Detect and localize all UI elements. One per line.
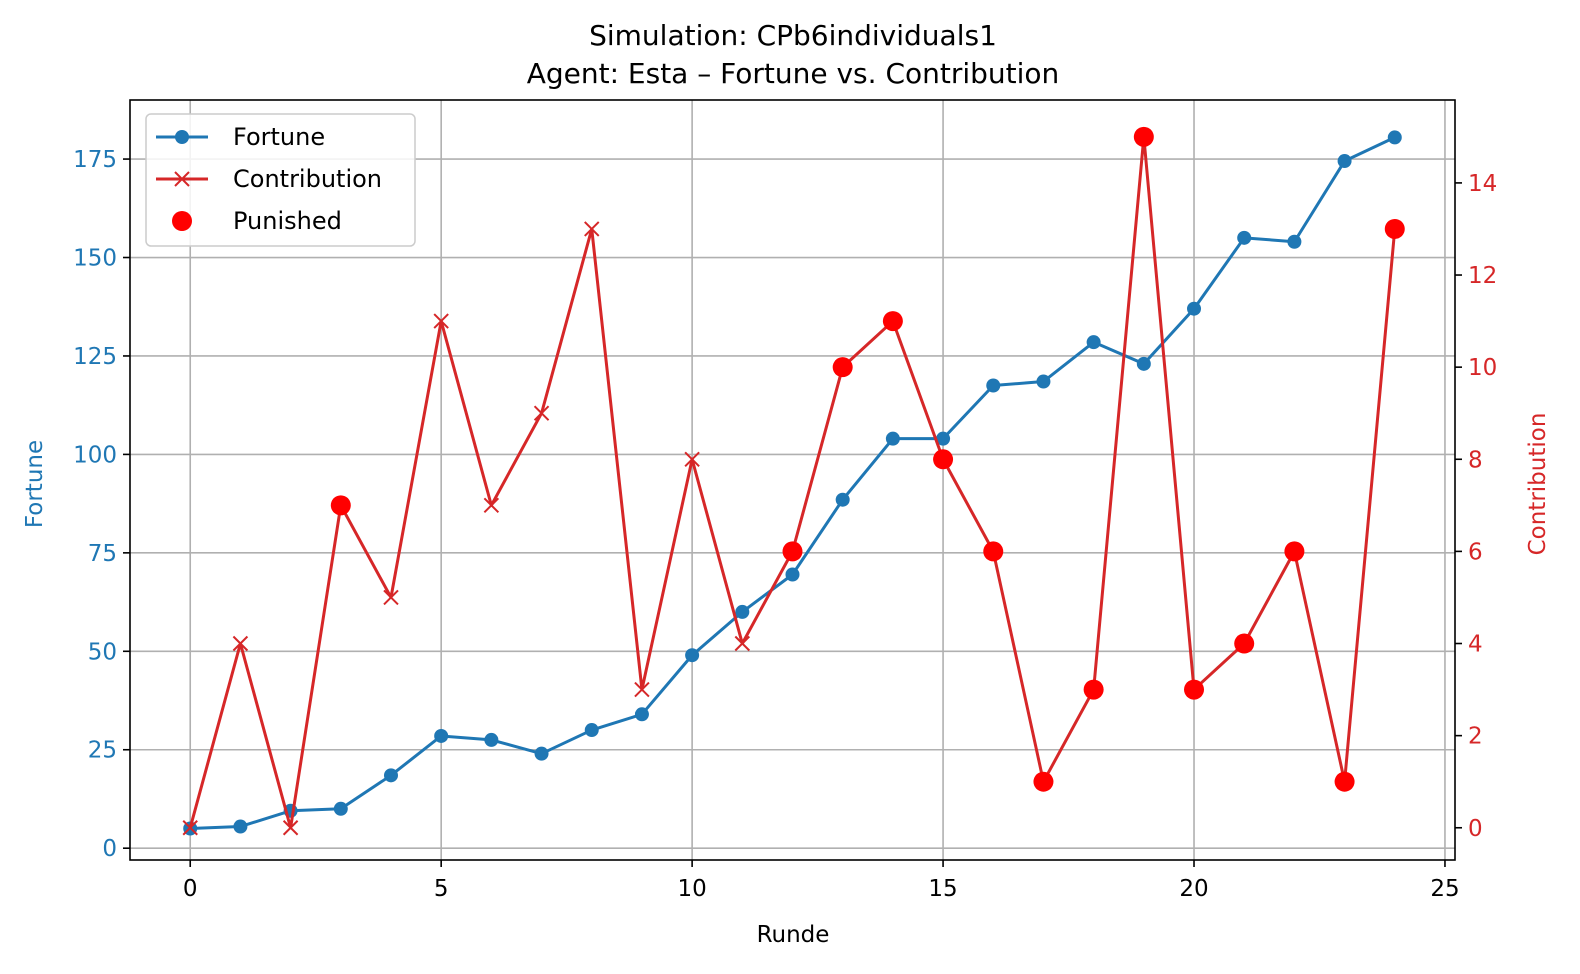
contribution-point (483, 497, 500, 514)
y-right-tick-label: 14 (1468, 171, 1497, 197)
legend-item-fortune: Fortune (156, 123, 325, 151)
punished-point (1133, 126, 1154, 147)
plot-frame (129, 99, 1456, 861)
legend-item-contribution: Contribution (156, 165, 382, 193)
x-tick-label: 20 (1179, 876, 1208, 902)
fortune-point (785, 567, 800, 582)
y-axis-left-label: Fortune (22, 440, 48, 528)
y-right-tick-label: 2 (1468, 724, 1483, 750)
chart-subtitle: Agent: Esta – Fortune vs. Contribution (527, 57, 1060, 90)
y-left-tick-label: 75 (88, 541, 117, 567)
y-left-tick-label: 25 (88, 738, 117, 764)
contribution-point (634, 681, 650, 698)
fortune-point (383, 768, 398, 783)
fortune-point (1187, 301, 1202, 316)
x-tick-label: 5 (434, 876, 449, 902)
punished-point (832, 357, 853, 378)
y-left-tick-label: 175 (73, 147, 117, 173)
series-layer (182, 126, 1405, 836)
contribution-point (734, 635, 751, 652)
contribution-point (533, 405, 550, 421)
punished-point (933, 449, 954, 470)
y-left-tick-label: 100 (73, 442, 117, 468)
legend-item-punished: Punished (172, 207, 342, 235)
x-tick-label: 15 (928, 876, 957, 902)
punished-point (1083, 679, 1104, 700)
punished-point (1184, 679, 1205, 700)
fortune-point (1036, 374, 1051, 389)
contribution-point (584, 221, 600, 237)
punished-point (882, 311, 903, 332)
punished-point (1284, 541, 1305, 562)
fortune-point (685, 648, 700, 663)
fortune-point (584, 723, 599, 738)
grid (130, 100, 1455, 860)
contribution-point (182, 820, 198, 836)
legend-contribution-marker (174, 171, 190, 187)
punished-point (1234, 633, 1255, 654)
y-right-tick-label: 0 (1468, 816, 1483, 842)
fortune-point (885, 431, 900, 446)
fortune-point (735, 604, 750, 619)
contribution-point (433, 313, 449, 329)
fortune-point (1086, 335, 1101, 350)
fortune-point (434, 728, 449, 743)
fortune-point (634, 707, 649, 722)
fortune-point (1337, 154, 1352, 169)
contribution-point (232, 635, 249, 652)
punished-point (983, 541, 1004, 562)
fortune-point (333, 801, 348, 816)
fortune-point (1237, 230, 1252, 245)
fortune-point (936, 431, 951, 446)
fortune-point (484, 732, 499, 747)
y-axis-right-label: Contribution (1525, 413, 1551, 556)
x-tick-label: 0 (183, 876, 198, 902)
legend-fortune-marker (175, 130, 189, 144)
legend-box (145, 113, 416, 247)
fortune-point (534, 746, 549, 761)
punished-point (1033, 771, 1054, 792)
punished-point (782, 541, 803, 562)
x-tick-label: 10 (677, 876, 706, 902)
fortune-point (1136, 356, 1151, 371)
fortune-point (1287, 234, 1302, 249)
y-right-tick-label: 8 (1468, 447, 1483, 473)
y-left-tick-label: 125 (73, 344, 117, 370)
contribution-point (684, 451, 700, 467)
punished-point (1334, 771, 1355, 792)
contribution-point (282, 820, 299, 836)
legend-contribution-label: Contribution (233, 165, 382, 193)
legend: Fortune Contribution Punished (145, 113, 416, 247)
y-left-tick-label: 0 (102, 836, 117, 862)
y-right-tick-label: 6 (1468, 539, 1483, 565)
axes: 0 5 10 15 20 25 0 25 50 75 100 125 150 175 0 2 4 6 8 10 12 14 (73, 147, 1497, 902)
punished-point (330, 495, 351, 516)
x-axis-label: Runde (757, 922, 830, 948)
y-right-tick-label: 4 (1468, 632, 1483, 658)
fortune-point (835, 492, 850, 507)
y-right-tick-label: 12 (1468, 263, 1497, 289)
legend-punished-label: Punished (233, 207, 342, 235)
punished-point (1384, 218, 1405, 239)
contribution-point (383, 589, 399, 606)
y-left-tick-label: 150 (73, 246, 117, 272)
y-left-tick-label: 50 (88, 639, 117, 665)
legend-fortune-label: Fortune (233, 123, 325, 151)
y-right-tick-label: 10 (1468, 355, 1497, 381)
fortune-point (986, 378, 1001, 393)
chart-title: Simulation: CPb6individuals1 (589, 19, 997, 52)
fortune-point (233, 819, 248, 834)
fortune-point (1387, 130, 1402, 145)
legend-punished-marker (172, 211, 192, 231)
x-tick-label: 25 (1430, 876, 1459, 902)
